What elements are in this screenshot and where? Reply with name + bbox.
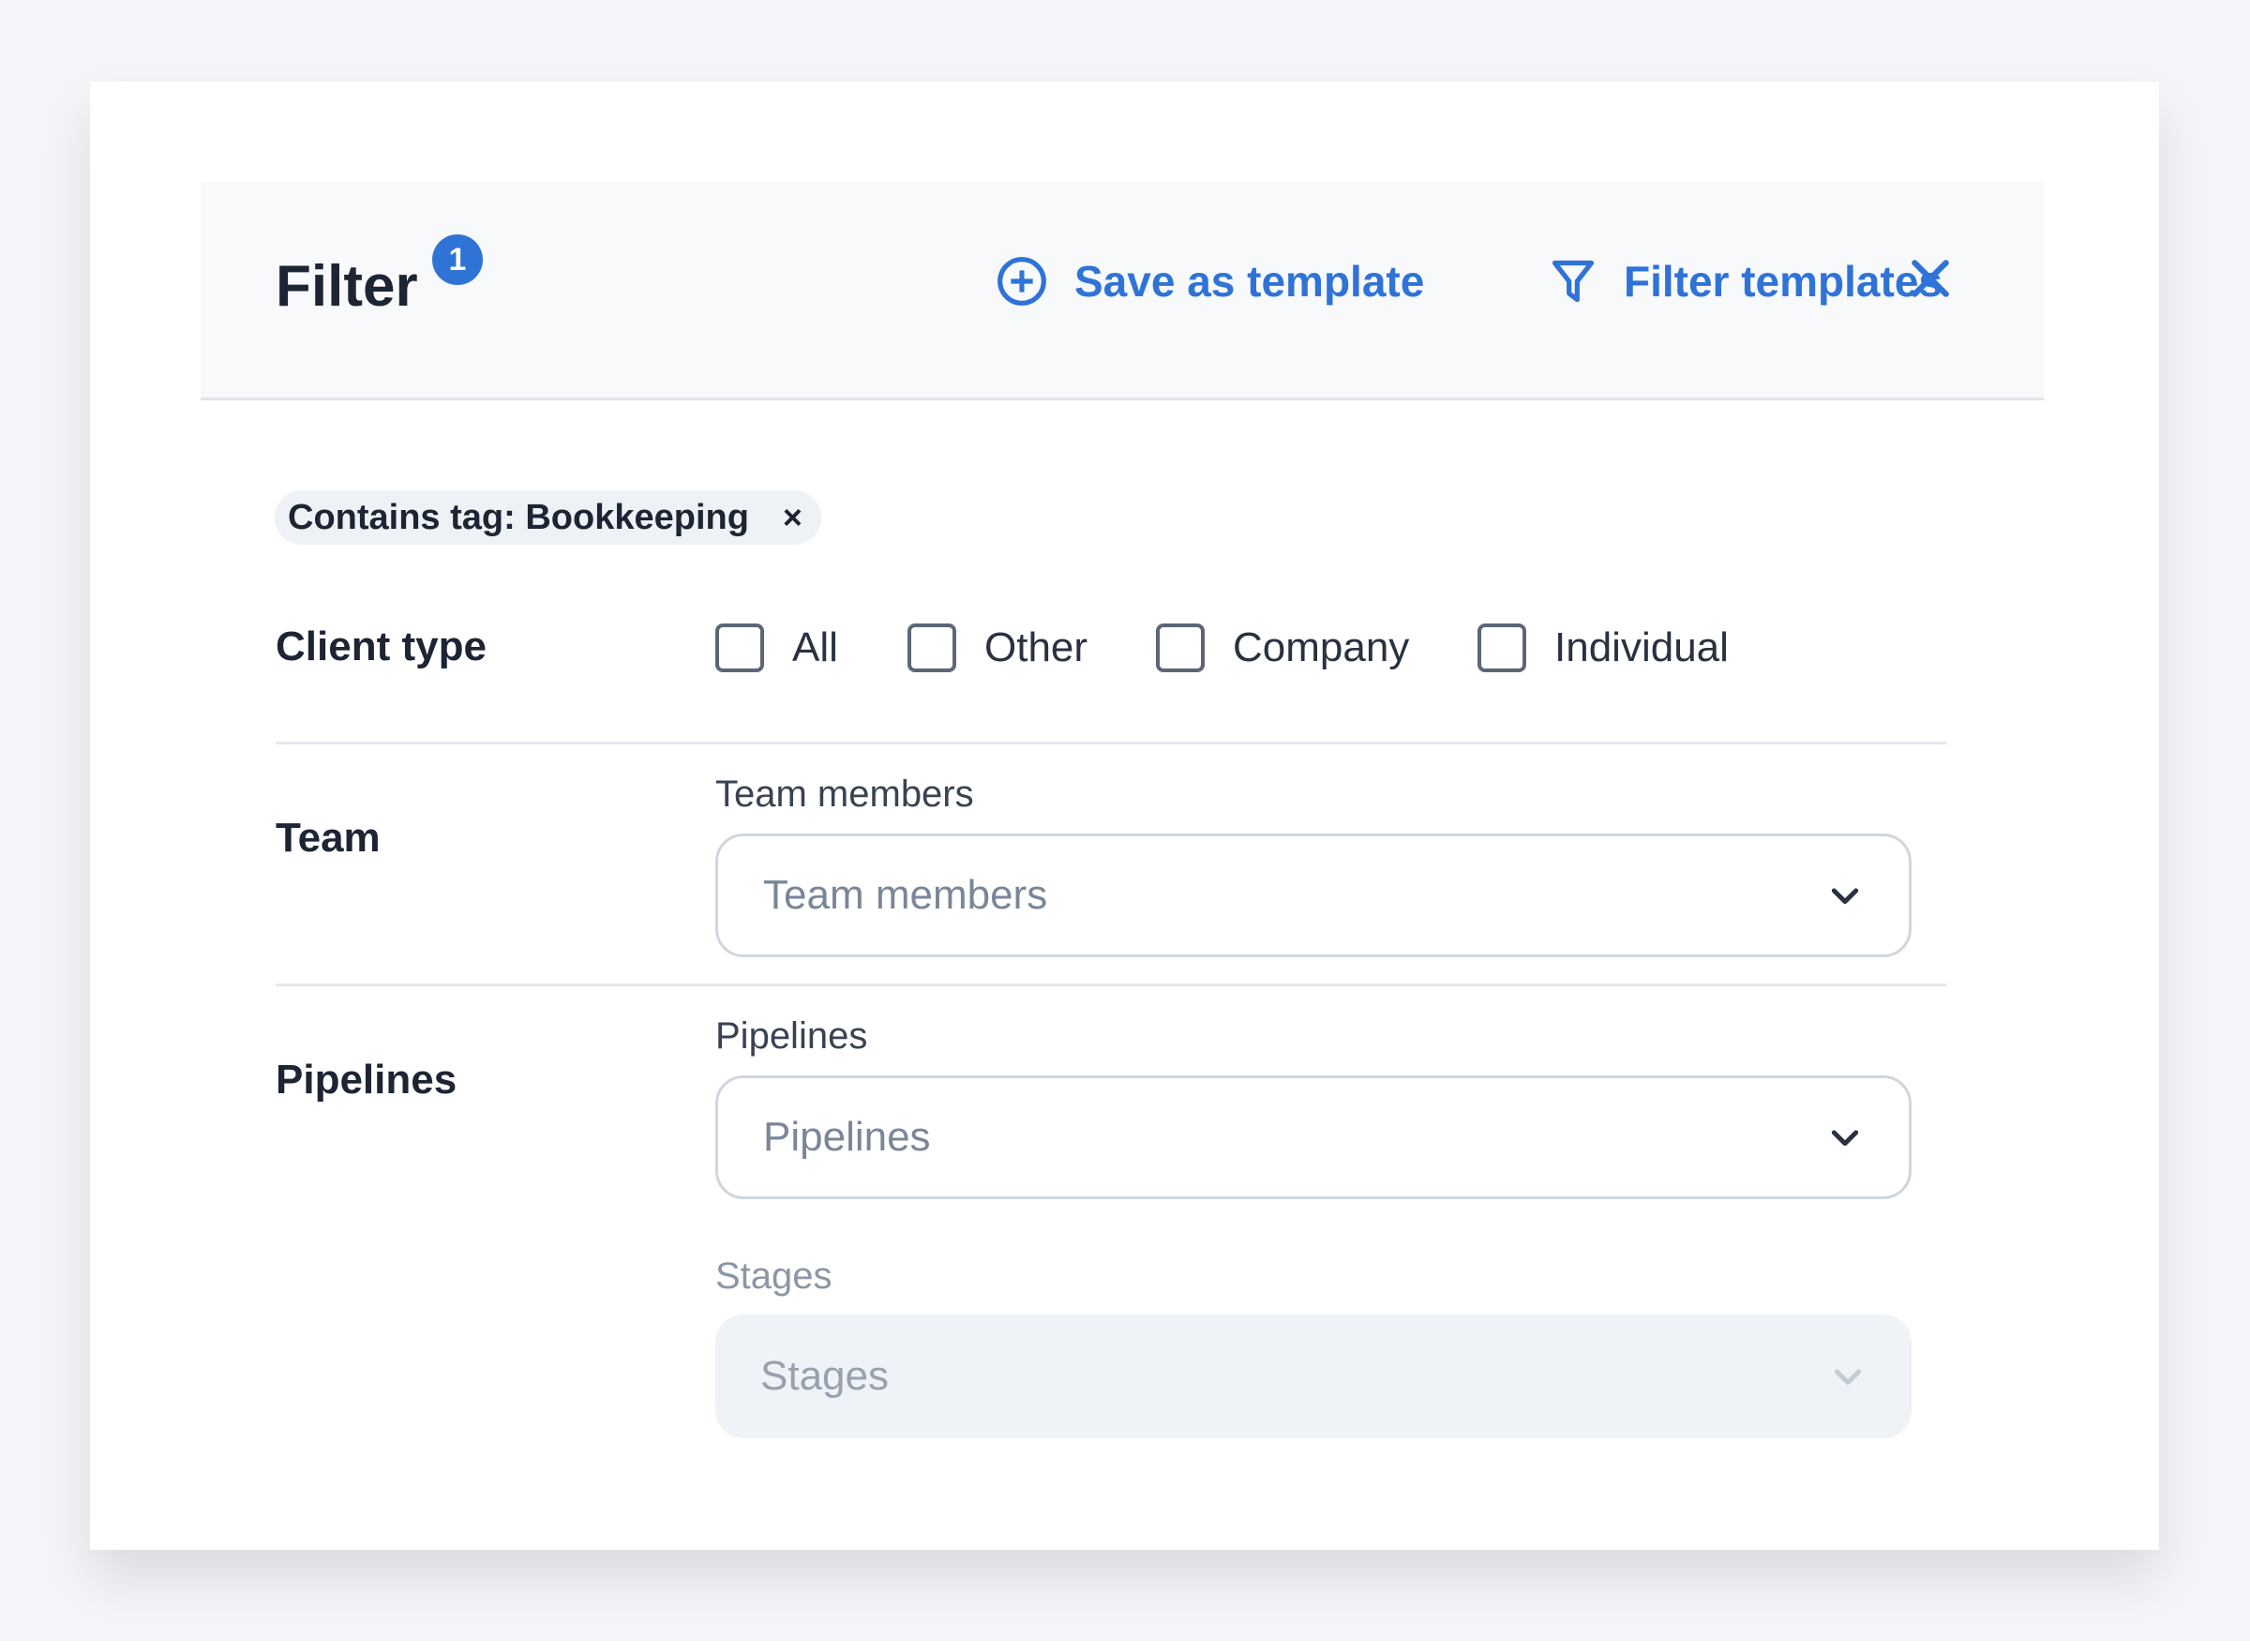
close-icon: [1912, 260, 1949, 297]
select-placeholder: Team members: [763, 872, 1048, 918]
team-members-label: Team members: [715, 773, 974, 815]
filter-header: Filter 1 Save as template Filter templat…: [201, 182, 2044, 400]
divider: [276, 984, 1946, 986]
pipelines-label: Pipelines: [276, 1057, 458, 1103]
checkbox-label: Other: [984, 624, 1088, 670]
close-button[interactable]: [1907, 255, 1954, 307]
funnel-icon: [1552, 260, 1595, 303]
checkbox-box[interactable]: [908, 623, 956, 672]
remove-chip-icon[interactable]: ×: [782, 498, 802, 536]
page-title: Filter: [276, 254, 418, 319]
pipelines-field-label: Pipelines: [715, 1015, 868, 1057]
pipelines-select[interactable]: Pipelines: [715, 1075, 1912, 1199]
team-members-select[interactable]: Team members: [715, 834, 1912, 957]
checkbox-label: All: [792, 624, 838, 670]
checkbox-other[interactable]: Other: [908, 623, 1088, 672]
checkbox-individual[interactable]: Individual: [1478, 623, 1729, 672]
save-as-template-label: Save as template: [1074, 257, 1425, 306]
stages-label: Stages: [715, 1255, 832, 1297]
checkbox-company[interactable]: Company: [1156, 623, 1409, 672]
checkbox-all[interactable]: All: [715, 623, 838, 672]
filter-templates-label: Filter templates: [1624, 257, 1942, 306]
chip-label: Contains tag: Bookkeeping: [288, 497, 749, 537]
select-placeholder: Pipelines: [763, 1114, 931, 1160]
filter-count-badge: 1: [432, 234, 483, 285]
chevron-down-icon: [1831, 888, 1859, 905]
plus-circle-icon: [998, 257, 1046, 306]
select-placeholder: Stages: [760, 1353, 889, 1399]
filter-panel: Filter 1 Save as template Filter templat…: [90, 82, 2159, 1550]
chevron-down-icon: [1834, 1369, 1862, 1386]
save-as-template-button[interactable]: Save as template: [996, 255, 1424, 308]
checkbox-box[interactable]: [715, 623, 764, 672]
checkbox-box[interactable]: [1156, 623, 1205, 672]
checkbox-label: Company: [1233, 624, 1410, 670]
divider: [276, 742, 1946, 744]
chevron-down-icon: [1831, 1130, 1859, 1147]
client-type-label: Client type: [276, 623, 487, 669]
checkbox-label: Individual: [1554, 624, 1729, 670]
stages-select[interactable]: Stages: [715, 1314, 1912, 1438]
checkbox-box[interactable]: [1478, 623, 1526, 672]
team-label: Team: [276, 815, 381, 861]
bottom-strip: [0, 1641, 2250, 1652]
active-filter-chip: Contains tag: Bookkeeping ×: [275, 490, 821, 545]
filter-templates-button[interactable]: Filter templates: [1549, 255, 1942, 308]
